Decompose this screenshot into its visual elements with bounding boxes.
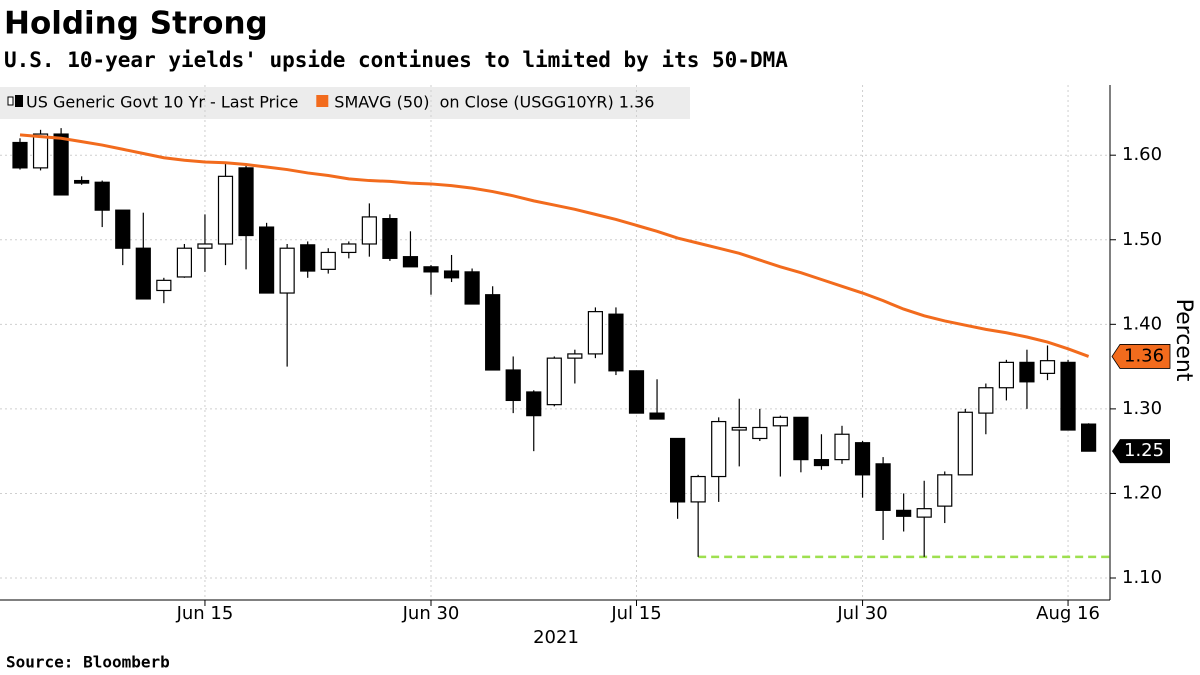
candle-body [752,426,768,440]
candle-body [12,141,28,169]
x-tick-label: Jul 15 [610,603,661,624]
candle-body [505,369,521,402]
price-flag-label: 1.36 [1124,345,1164,366]
candle-body [443,270,460,279]
x-axis-label: 2021 [533,627,579,648]
candle-body [402,256,419,268]
price-flag-label: 1.25 [1124,440,1164,461]
y-tick-label: 1.60 [1122,144,1162,165]
candle-body [896,509,912,517]
candle-body [341,243,357,254]
legend-box [0,87,690,119]
candle-body [854,442,871,476]
candle-body [875,463,891,511]
legend-label: US Generic Govt 10 Yr - Last Price [26,93,298,112]
candle-body [115,209,131,249]
candle-body [32,133,49,169]
candle-body [1080,423,1097,452]
price-flag [1112,439,1170,464]
candle-body [1019,361,1035,383]
candle-body [608,313,624,372]
candle-body [998,361,1015,389]
x-tick-label: Aug 16 [1036,603,1100,624]
y-tick-label: 1.40 [1122,313,1162,334]
candle-body [628,370,645,414]
candle-body [135,247,151,300]
candle-body [1060,361,1076,431]
legend-swatch [7,96,14,106]
candle-body [423,266,439,273]
sma-line [19,133,1090,358]
x-tick-label: Jun 15 [176,603,234,624]
candle-body [978,387,994,414]
candle-body [197,243,213,249]
candle-body [320,251,336,270]
x-tick-label: Jul 30 [836,603,887,624]
source: Source: Bloomberb [6,653,170,672]
candle-body [793,416,809,461]
candle-body [957,411,973,476]
candle-body [156,279,172,292]
candle-body [279,247,295,294]
candle-body [937,474,953,507]
candle-body [53,133,69,196]
candle-body [526,391,542,417]
chart-subtitle: U.S. 10-year yields' upside continues to… [4,48,788,72]
candle-body [259,226,275,294]
candle-body [772,416,788,427]
candle-body [382,218,398,259]
candle-body [649,412,665,420]
legend-swatch [15,95,23,107]
y-tick-label: 1.30 [1122,398,1162,419]
candle-body [176,247,192,278]
candle-body [464,271,480,305]
y-tick-label: 1.10 [1122,567,1162,588]
candle-body [94,181,110,211]
candle-body [731,426,747,431]
y-axis-label: Percent [1171,299,1196,382]
candle-body [669,437,686,503]
price-flag [1111,344,1171,369]
candle-body [217,175,234,245]
candle-body [834,433,850,461]
candle-body [587,311,604,355]
chart-title: Holding Strong [4,6,268,42]
candle-body [238,167,254,237]
candle-body [813,459,830,467]
candle-body [546,357,562,406]
candle-body [485,294,501,371]
candle-body [567,353,583,359]
y-tick-label: 1.50 [1122,229,1162,250]
candle-body [1039,360,1056,374]
candle-body [361,216,377,245]
legend-swatch [316,95,329,107]
candle-body [711,420,727,478]
y-tick-label: 1.20 [1122,482,1162,503]
candle-body [916,508,932,518]
legend-label: SMAVG (50) on Close (USGG10YR) 1.36 [334,93,654,112]
x-tick-label: Jun 30 [402,603,460,624]
candle-body [74,179,90,184]
candle-body [300,244,316,272]
candle-body [690,475,706,503]
